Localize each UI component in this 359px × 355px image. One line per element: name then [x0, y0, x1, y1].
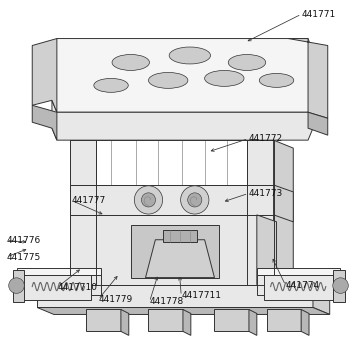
Ellipse shape: [94, 78, 128, 92]
Polygon shape: [18, 275, 101, 295]
Polygon shape: [247, 140, 274, 280]
Ellipse shape: [228, 54, 266, 70]
Ellipse shape: [259, 73, 294, 87]
Polygon shape: [214, 310, 249, 332]
Text: 441771: 441771: [302, 10, 336, 18]
Text: 4417710: 4417710: [57, 283, 98, 291]
Polygon shape: [121, 310, 129, 335]
Polygon shape: [32, 39, 57, 112]
Ellipse shape: [149, 72, 188, 88]
Circle shape: [333, 278, 348, 293]
Polygon shape: [52, 100, 313, 140]
Polygon shape: [183, 310, 191, 335]
Polygon shape: [308, 112, 328, 135]
Polygon shape: [37, 285, 313, 307]
Text: 441778: 441778: [149, 297, 184, 306]
Text: 4417711: 4417711: [181, 291, 221, 300]
Polygon shape: [163, 230, 197, 242]
Polygon shape: [257, 268, 340, 275]
Polygon shape: [87, 310, 121, 332]
Polygon shape: [257, 275, 340, 295]
Polygon shape: [267, 310, 301, 332]
Polygon shape: [149, 310, 183, 332]
Polygon shape: [313, 285, 330, 315]
Circle shape: [141, 193, 155, 207]
Polygon shape: [333, 270, 345, 301]
Text: 441772: 441772: [248, 134, 283, 143]
Polygon shape: [249, 310, 257, 335]
Polygon shape: [288, 39, 328, 118]
Polygon shape: [52, 39, 313, 112]
Text: 441774: 441774: [285, 281, 320, 290]
Polygon shape: [70, 185, 274, 215]
Polygon shape: [32, 105, 57, 140]
Circle shape: [188, 193, 202, 207]
Ellipse shape: [205, 70, 244, 86]
Circle shape: [134, 186, 163, 214]
Text: 441779: 441779: [98, 295, 132, 304]
Text: 441776: 441776: [6, 236, 41, 245]
Text: 441775: 441775: [6, 252, 41, 262]
Circle shape: [9, 278, 24, 293]
Polygon shape: [22, 275, 91, 300]
Text: 441777: 441777: [72, 196, 106, 205]
Polygon shape: [37, 307, 330, 315]
Polygon shape: [145, 240, 214, 278]
Ellipse shape: [169, 47, 210, 64]
Ellipse shape: [112, 54, 149, 70]
Polygon shape: [131, 225, 219, 278]
Polygon shape: [70, 140, 96, 280]
Polygon shape: [264, 275, 333, 300]
Polygon shape: [301, 310, 309, 335]
Polygon shape: [18, 268, 101, 275]
Polygon shape: [96, 215, 257, 285]
Text: 441773: 441773: [248, 189, 283, 198]
Polygon shape: [13, 270, 24, 301]
Polygon shape: [274, 185, 293, 222]
Polygon shape: [257, 215, 276, 291]
Polygon shape: [274, 140, 293, 288]
Circle shape: [181, 186, 209, 214]
